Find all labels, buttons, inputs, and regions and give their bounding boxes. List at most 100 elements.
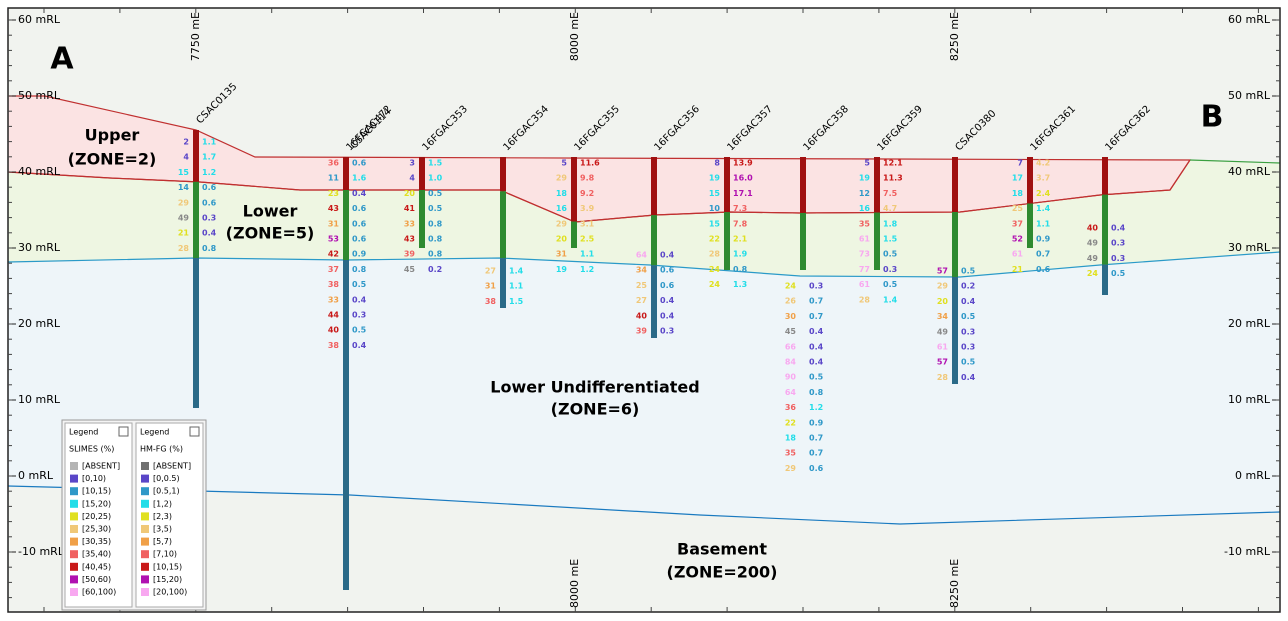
legend-item: [60,100): [82, 588, 116, 597]
slimes-value: 73: [859, 250, 870, 259]
hole-upper: [193, 130, 199, 182]
slimes-value: 49: [178, 214, 190, 223]
slimes-value: 44: [328, 311, 340, 320]
hm-value: 0.9: [809, 418, 824, 427]
hm-value: 13.9: [733, 159, 753, 168]
hm-value: 0.4: [961, 373, 976, 382]
legend-toggle[interactable]: [119, 427, 128, 436]
hole-lower: [193, 182, 199, 258]
hole-undiff: [651, 265, 657, 338]
hm-value: 0.6: [202, 198, 217, 207]
hm-value: 0.6: [660, 281, 675, 290]
slimes-value: 29: [178, 198, 190, 207]
slimes-value: 25: [1012, 204, 1024, 213]
legend-swatch: [141, 487, 149, 495]
legend-swatch: [70, 475, 78, 483]
hm-value: 0.4: [352, 189, 367, 198]
slimes-value: 12: [859, 189, 870, 198]
hole-lower: [500, 191, 506, 258]
rl-label-right: 40 mRL: [1228, 165, 1271, 178]
hm-value: 16.0: [733, 174, 753, 183]
hm-value: 1.4: [883, 295, 898, 304]
slimes-value: 2: [183, 138, 189, 147]
hole-lower: [571, 222, 577, 248]
hm-value: 17.1: [733, 189, 753, 198]
hm-value: 0.2: [961, 282, 975, 291]
easting-label: 8250 mE: [948, 559, 961, 608]
legend-item: [30,35): [82, 537, 111, 546]
slimes-value: 17: [1012, 174, 1023, 183]
hole-lower: [1102, 195, 1108, 265]
rl-label-left: 20 mRL: [18, 317, 61, 330]
slimes-value: 33: [328, 295, 339, 304]
slimes-value: 7: [1017, 159, 1023, 168]
hm-value: 0.9: [352, 250, 367, 259]
hole-undiff: [500, 258, 506, 308]
slimes-value: 11: [328, 174, 340, 183]
slimes-value: 64: [785, 388, 797, 397]
hole-undiff: [1102, 265, 1108, 295]
slimes-value: 18: [1012, 189, 1024, 198]
legend-item: [3,5): [153, 525, 172, 534]
hm-value: 0.7: [809, 312, 823, 321]
easting-label: 8000 mE: [568, 559, 581, 608]
hm-value: 0.3: [883, 265, 897, 274]
hm-value: 4.2: [1036, 159, 1050, 168]
hole-upper: [651, 157, 657, 215]
slimes-value: 24: [1087, 269, 1099, 278]
hm-value: 4.7: [883, 204, 897, 213]
legend-swatch: [70, 550, 78, 558]
slimes-value: 90: [785, 373, 797, 382]
hm-value: 2.5: [580, 235, 595, 244]
legend-field: SLIMES (%): [69, 445, 114, 454]
slimes-value: 34: [636, 266, 648, 275]
legend-item: [35,40): [82, 550, 111, 559]
slimes-value: 10: [709, 204, 721, 213]
zone-code: (ZONE=200): [667, 563, 778, 582]
hole-upper: [571, 157, 577, 222]
hm-value: 0.8: [733, 265, 748, 274]
slimes-value: 61: [1012, 250, 1024, 259]
hm-value: 0.6: [660, 266, 675, 275]
slimes-value: 26: [785, 297, 797, 306]
legend-swatch: [70, 575, 78, 583]
slimes-value: 64: [636, 251, 648, 260]
hm-value: 0.7: [1036, 250, 1050, 259]
hm-value: 0.7: [809, 297, 823, 306]
hm-value: 0.4: [809, 342, 824, 351]
legend-item: [15,20): [82, 499, 111, 508]
legend-swatch: [141, 500, 149, 508]
rl-label-left: 0 mRL: [18, 469, 54, 482]
hm-value: 9.8: [580, 174, 595, 183]
legend-swatch: [141, 525, 149, 533]
slimes-value: 29: [785, 464, 797, 473]
hole-lower: [343, 190, 349, 260]
legend-swatch: [70, 538, 78, 546]
hm-value: 1.1: [580, 250, 595, 259]
legend-title: Legend: [140, 428, 169, 437]
slimes-value: 38: [485, 297, 497, 306]
legend-toggle[interactable]: [190, 427, 199, 436]
slimes-value: 18: [556, 189, 568, 198]
slimes-value: 5: [561, 159, 567, 168]
hm-value: 9.2: [580, 189, 594, 198]
hm-value: 0.8: [428, 219, 443, 228]
hole-undiff: [193, 258, 199, 408]
hole-upper: [724, 157, 730, 212]
hm-value: 0.4: [202, 229, 217, 238]
legend-swatch: [141, 563, 149, 571]
hm-value: 0.3: [660, 327, 674, 336]
hm-value: 0.8: [809, 388, 824, 397]
slimes-value: 61: [859, 280, 871, 289]
hm-value: 1.5: [428, 159, 443, 168]
hm-value: 1.7: [202, 153, 216, 162]
rl-label-left: -10 mRL: [18, 545, 65, 558]
legend-item: [ABSENT]: [82, 462, 120, 471]
hm-value: 0.4: [1111, 224, 1126, 233]
slimes-value: 41: [404, 204, 416, 213]
legend-item: [0.5,1): [153, 487, 180, 496]
slimes-value: 19: [709, 174, 721, 183]
legend-item: [1,2): [153, 499, 172, 508]
slimes-value: 38: [328, 341, 340, 350]
slimes-value: 21: [178, 229, 190, 238]
